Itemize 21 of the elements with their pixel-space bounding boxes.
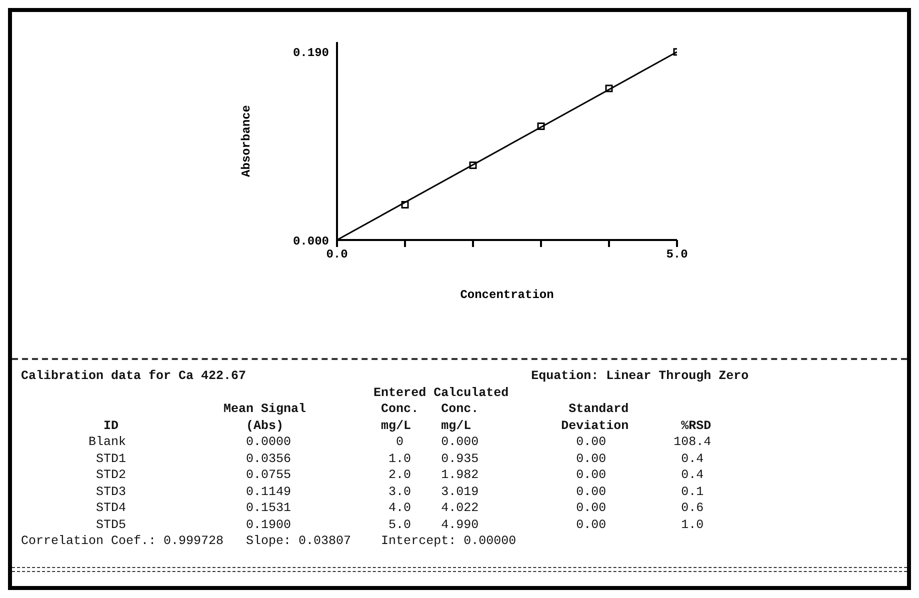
text: STD2 0.0755 2.0 1.982 0.00 0.4 bbox=[95, 467, 705, 484]
point bbox=[469, 162, 477, 170]
text: Calibration data for Ca 422.67 Equation: Linear Through Zero bbox=[21, 368, 749, 384]
x-axis-title: Concentration bbox=[460, 288, 554, 302]
y-axis-title: Absorbance bbox=[239, 104, 254, 178]
text: Mean Signal Conc. Conc. Standard bbox=[222, 401, 630, 418]
text: STD4 0.1531 4.0 4.022 0.00 0.6 bbox=[95, 500, 705, 516]
y-tick-label: 0.190 bbox=[292, 46, 329, 60]
text: STD1 0.0356 1.0 0.935 0.00 0.4 bbox=[95, 450, 705, 467]
point bbox=[605, 84, 613, 92]
text: Correlation Coef.: 0.999728 Slope: 0.03807 Intercept: 0.00000 bbox=[21, 533, 518, 550]
point bbox=[401, 201, 409, 209]
text: Entered Calculated bbox=[372, 384, 510, 401]
point bbox=[537, 122, 545, 130]
x-tick-label: 5.0 bbox=[666, 248, 688, 262]
y-tick-label: 0.000 bbox=[292, 234, 329, 248]
text: STD5 0.1900 5.0 4.990 0.00 1.0 bbox=[95, 516, 705, 533]
text: Blank 0.0000 0 0.000 0.00 108.4 bbox=[88, 434, 712, 450]
text: ID (Abs) mg/L mg/L Deviation %RSD bbox=[102, 418, 712, 434]
text: STD3 0.1149 3.0 3.019 0.00 0.1 bbox=[95, 484, 705, 500]
x-tick-label: 0.0 bbox=[326, 248, 348, 262]
